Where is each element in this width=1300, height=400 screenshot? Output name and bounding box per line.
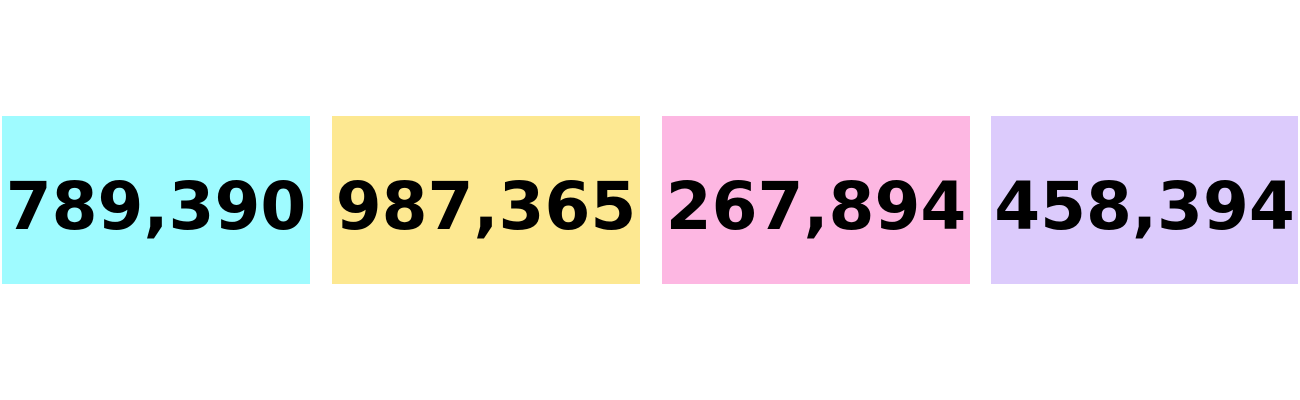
number-card-value: 458,394	[994, 168, 1295, 245]
number-card: 789,390	[2, 116, 310, 284]
number-card-value: 267,894	[665, 168, 967, 245]
number-card: 458,394	[991, 116, 1298, 284]
number-card-value: 789,390	[5, 168, 307, 245]
number-card-row: 789,390 987,365 267,894 458,394	[0, 116, 1300, 284]
number-card: 267,894	[662, 116, 970, 284]
number-card-value: 987,365	[335, 168, 637, 245]
number-card: 987,365	[332, 116, 640, 284]
